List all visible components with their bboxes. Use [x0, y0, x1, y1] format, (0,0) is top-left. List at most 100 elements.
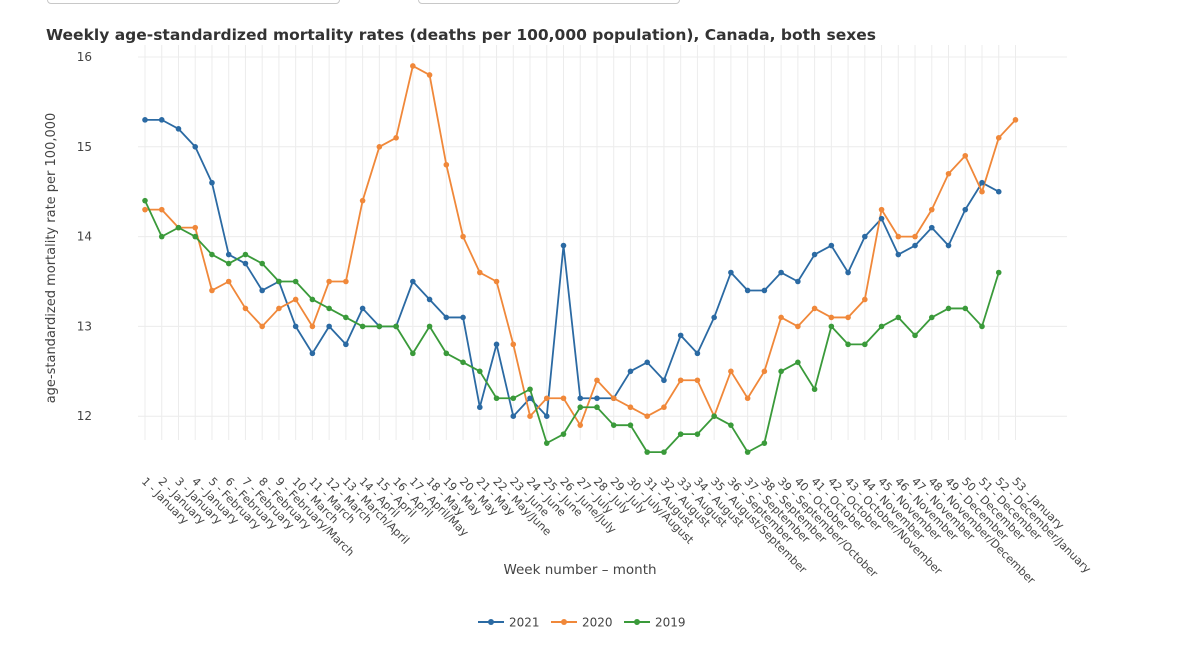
data-point-2021[interactable] [410, 278, 416, 285]
data-point-2021[interactable] [242, 260, 249, 267]
data-point-2020[interactable] [677, 377, 684, 384]
data-point-2019[interactable] [175, 224, 182, 231]
data-point-2020[interactable] [577, 422, 584, 428]
data-point-2019[interactable] [979, 323, 985, 330]
data-point-2019[interactable] [845, 341, 851, 348]
data-point-2020[interactable] [661, 404, 667, 411]
data-point-2020[interactable] [828, 314, 835, 321]
data-point-2020[interactable] [359, 197, 366, 204]
data-point-2019[interactable] [242, 251, 249, 258]
data-point-2020[interactable] [627, 404, 634, 411]
data-point-2020[interactable] [410, 63, 416, 69]
data-point-2020[interactable] [945, 170, 952, 177]
data-point-2021[interactable] [627, 368, 634, 375]
data-point-2020[interactable] [644, 413, 650, 420]
data-point-2019[interactable] [326, 305, 332, 312]
data-point-2020[interactable] [694, 377, 701, 384]
data-point-2020[interactable] [309, 323, 316, 330]
data-point-2019[interactable] [510, 395, 517, 402]
data-point-2021[interactable] [292, 323, 299, 330]
data-point-2019[interactable] [711, 413, 717, 420]
data-point-2021[interactable] [661, 377, 667, 384]
data-point-2020[interactable] [995, 135, 1002, 141]
data-point-2020[interactable] [493, 278, 500, 285]
data-point-2019[interactable] [995, 269, 1002, 276]
data-point-2020[interactable] [242, 305, 249, 312]
data-point-2020[interactable] [158, 206, 165, 213]
data-point-2019[interactable] [309, 296, 316, 303]
data-point-2020[interactable] [560, 395, 567, 402]
data-point-2021[interactable] [778, 269, 784, 276]
data-point-2019[interactable] [862, 341, 868, 348]
data-point-2019[interactable] [577, 404, 584, 411]
data-point-2019[interactable] [795, 359, 801, 366]
data-point-2019[interactable] [744, 449, 751, 455]
data-point-2020[interactable] [845, 314, 851, 321]
data-point-2020[interactable] [795, 323, 801, 330]
data-point-2019[interactable] [644, 449, 650, 455]
data-point-2020[interactable] [862, 296, 868, 303]
data-point-2021[interactable] [359, 305, 366, 312]
data-point-2020[interactable] [811, 305, 818, 312]
data-point-2021[interactable] [326, 323, 332, 330]
data-point-2021[interactable] [460, 314, 466, 321]
data-point-2021[interactable] [158, 117, 165, 123]
data-point-2020[interactable] [225, 278, 232, 285]
data-point-2021[interactable] [175, 126, 182, 132]
data-point-2019[interactable] [627, 422, 634, 428]
data-point-2021[interactable] [543, 413, 550, 420]
data-point-2020[interactable] [527, 413, 533, 420]
data-point-2021[interactable] [309, 350, 316, 357]
data-point-2019[interactable] [761, 440, 768, 446]
data-point-2019[interactable] [811, 386, 818, 393]
data-point-2020[interactable] [778, 314, 784, 321]
data-point-2020[interactable] [326, 278, 332, 285]
data-point-2021[interactable] [644, 359, 650, 366]
data-point-2019[interactable] [543, 440, 550, 446]
data-point-2020[interactable] [728, 368, 734, 375]
data-point-2020[interactable] [610, 395, 617, 402]
data-point-2021[interactable] [259, 287, 265, 294]
legend-item-2019[interactable]: 2019 [624, 616, 686, 630]
data-point-2020[interactable] [895, 233, 902, 240]
data-point-2019[interactable] [477, 368, 483, 375]
data-point-2019[interactable] [594, 404, 600, 411]
data-point-2020[interactable] [142, 206, 148, 213]
data-point-2021[interactable] [711, 314, 717, 321]
data-point-2021[interactable] [594, 395, 600, 402]
data-point-2021[interactable] [477, 404, 483, 411]
data-point-2019[interactable] [142, 197, 148, 204]
data-point-2021[interactable] [426, 296, 433, 303]
data-point-2021[interactable] [878, 215, 885, 222]
data-point-2021[interactable] [192, 144, 199, 150]
data-point-2020[interactable] [209, 287, 215, 294]
data-point-2019[interactable] [962, 305, 969, 312]
data-point-2019[interactable] [928, 314, 935, 321]
data-point-2019[interactable] [276, 278, 282, 285]
data-point-2020[interactable] [477, 269, 483, 276]
data-point-2021[interactable] [225, 251, 232, 258]
data-point-2019[interactable] [828, 323, 835, 330]
data-point-2021[interactable] [912, 242, 918, 249]
data-point-2019[interactable] [460, 359, 466, 366]
legend-item-2021[interactable]: 2021 [478, 616, 540, 630]
data-point-2020[interactable] [460, 233, 466, 240]
data-point-2020[interactable] [979, 188, 985, 195]
data-point-2021[interactable] [560, 242, 567, 249]
data-point-2020[interactable] [594, 377, 600, 384]
data-point-2021[interactable] [443, 314, 450, 321]
data-point-2021[interactable] [995, 188, 1002, 195]
data-point-2019[interactable] [292, 278, 299, 285]
legend-item-2020[interactable]: 2020 [551, 616, 613, 630]
data-point-2019[interactable] [560, 431, 567, 437]
data-point-2021[interactable] [895, 251, 902, 258]
data-point-2019[interactable] [728, 422, 734, 428]
data-point-2020[interactable] [543, 395, 550, 402]
data-point-2020[interactable] [343, 278, 349, 285]
data-point-2021[interactable] [761, 287, 768, 294]
data-point-2019[interactable] [443, 350, 450, 357]
data-point-2021[interactable] [945, 242, 952, 249]
data-point-2019[interactable] [945, 305, 952, 312]
data-point-2019[interactable] [410, 350, 416, 357]
data-point-2019[interactable] [192, 233, 199, 240]
